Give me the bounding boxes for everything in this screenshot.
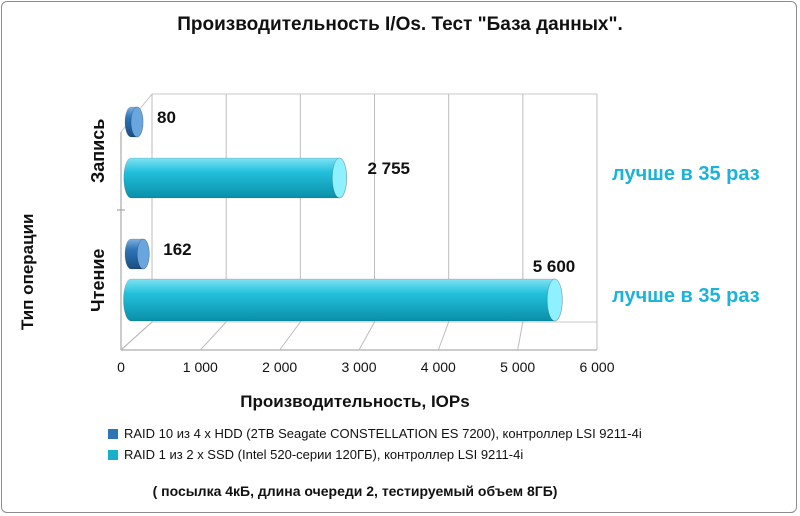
- annotation-write-better: лучше в 35 раз: [612, 163, 760, 185]
- legend-item-hdd: RAID 10 из 4 x HDD (2TB Seagate CONSTELL…: [108, 426, 642, 441]
- x-tick-label-2: 2 000: [262, 359, 297, 375]
- x-axis-title: Производительность, IOPs: [240, 392, 470, 411]
- category-label-write: Запись: [88, 118, 108, 183]
- floor-gridline-1: [199, 321, 227, 351]
- bar-cap-ssd-0: [331, 157, 348, 199]
- bar-cap-ssd-1: [546, 278, 563, 322]
- y-axis-title: Тип операции: [18, 213, 37, 330]
- legend-label-hdd: RAID 10 из 4 x HDD (2TB Seagate CONSTELL…: [124, 426, 642, 441]
- floor-gridline-5: [517, 321, 524, 351]
- data-label-ssd-0: 2 755: [367, 159, 410, 178]
- x-tick-label-0: 0: [117, 359, 125, 375]
- data-label-hdd-1: 162: [163, 240, 191, 259]
- x-tick-label-4: 4 000: [421, 359, 456, 375]
- bar-cap-hdd-1: [136, 238, 150, 270]
- floor-gridline-4: [437, 321, 450, 351]
- data-label-hdd-0: 80: [157, 108, 176, 127]
- data-label-ssd-1: 5 600: [533, 257, 576, 276]
- x-tick-label-6: 6 000: [579, 359, 614, 375]
- x-tick-label-3: 3 000: [341, 359, 376, 375]
- floor-gridline-3: [358, 321, 375, 351]
- legend-label-ssd: RAID 1 из 2 x SSD (Intel 520-серии 120ГБ…: [124, 447, 524, 462]
- bar-cap-hdd-0: [130, 106, 144, 138]
- x-tick-label-5: 5 000: [500, 359, 535, 375]
- test-conditions-note: ( посылка 4кБ, длина очереди 2, тестируе…: [152, 483, 558, 499]
- chart-title: Производительность I/Os. Тест "База данн…: [177, 14, 623, 35]
- legend-swatch-ssd: [108, 449, 118, 460]
- floor-gridline-2: [279, 321, 301, 351]
- legend-swatch-hdd: [108, 428, 118, 439]
- annotation-read-better: лучше в 35 раз: [612, 285, 760, 307]
- bar-ssd-1: [123, 278, 563, 322]
- x-tick-label-1: 1 000: [183, 359, 218, 375]
- bar-ssd-0: [123, 157, 348, 199]
- category-label-read: Чтение: [88, 248, 108, 312]
- legend-item-ssd: RAID 1 из 2 x SSD (Intel 520-серии 120ГБ…: [108, 447, 523, 462]
- floor-gridline-0: [120, 321, 153, 351]
